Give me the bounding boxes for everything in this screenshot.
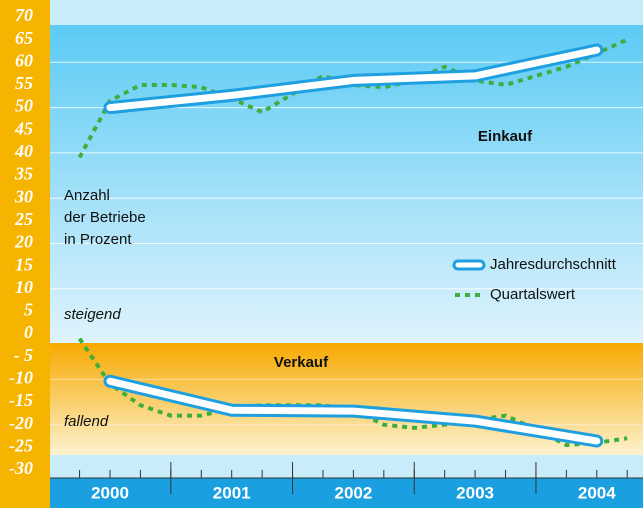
y-tick-label: 40 bbox=[14, 141, 33, 161]
y-tick-label: -30 bbox=[9, 458, 33, 478]
y-tick-label: 25 bbox=[14, 209, 33, 229]
x-tick-label: 2002 bbox=[334, 483, 372, 502]
y-tick-label: 20 bbox=[14, 232, 33, 252]
annual-line bbox=[106, 46, 601, 112]
y-tick-label: 70 bbox=[15, 5, 33, 25]
quarterly-line bbox=[77, 337, 628, 448]
grid bbox=[50, 61, 643, 426]
x-tick-label: 2003 bbox=[456, 483, 494, 502]
y-tick-label: 60 bbox=[15, 50, 33, 70]
y-tick-label: - 5 bbox=[14, 345, 34, 365]
panel-label: Einkauf bbox=[478, 128, 533, 145]
y-tick-label: 0 bbox=[24, 322, 33, 342]
y-tick-label: 45 bbox=[14, 118, 33, 138]
legend-label: Jahresdurchschnitt bbox=[490, 256, 617, 273]
y-tick-label: 55 bbox=[15, 73, 33, 93]
y-axis-strip bbox=[0, 0, 50, 508]
legend-label: Quartalswert bbox=[490, 286, 576, 303]
marks bbox=[77, 37, 629, 448]
annual-line bbox=[106, 377, 601, 445]
y-tick-label: -15 bbox=[9, 390, 33, 410]
x-tick-label: 2000 bbox=[91, 483, 129, 502]
annotation: fallend bbox=[64, 413, 109, 430]
y-tick-label: -10 bbox=[9, 368, 33, 388]
y-tick-label: -20 bbox=[9, 413, 33, 433]
axis-label: der Betriebe bbox=[64, 209, 146, 226]
annotation: steigend bbox=[64, 306, 121, 323]
axis-label: Anzahl bbox=[64, 187, 110, 204]
labels: Anzahl der Betriebe in Prozent steigend … bbox=[64, 128, 617, 430]
y-tick-label: 5 bbox=[24, 300, 33, 320]
y-tick-label: 65 bbox=[15, 28, 33, 48]
axis-label: in Prozent bbox=[64, 231, 132, 248]
y-tick-label: 15 bbox=[15, 254, 33, 274]
x-tick-label: 2004 bbox=[578, 483, 616, 502]
x-tick-label: 2001 bbox=[213, 483, 251, 502]
y-tick-label: 35 bbox=[14, 164, 33, 184]
y-tick-label: 50 bbox=[15, 96, 33, 116]
y-tick-label: 30 bbox=[14, 186, 33, 206]
panel-label: Verkauf bbox=[274, 354, 329, 371]
x-axis-bar bbox=[50, 478, 643, 508]
y-tick-label: 10 bbox=[15, 277, 33, 297]
y-tick-label: -25 bbox=[9, 435, 33, 455]
